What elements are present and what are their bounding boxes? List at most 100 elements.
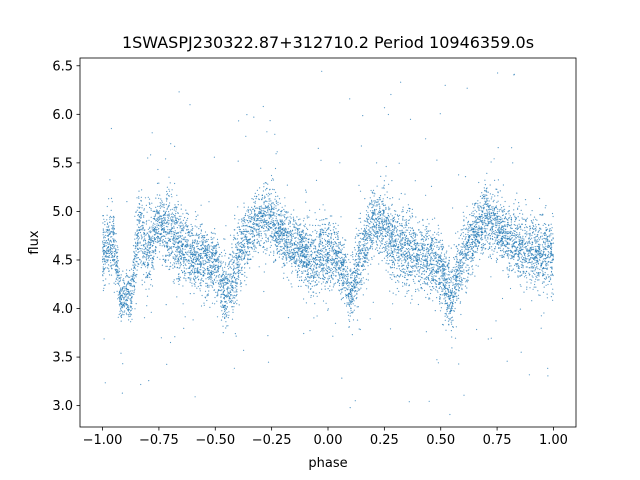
data-points xyxy=(102,70,555,416)
data-point xyxy=(172,256,174,258)
data-point xyxy=(479,241,481,244)
data-point xyxy=(505,244,507,246)
data-point xyxy=(291,244,293,246)
data-point xyxy=(355,236,357,238)
data-point xyxy=(406,290,408,292)
data-point xyxy=(299,231,301,233)
data-point xyxy=(424,229,426,231)
data-point xyxy=(424,277,427,279)
data-point xyxy=(143,273,145,276)
data-point xyxy=(298,268,300,270)
data-point xyxy=(500,230,502,233)
data-point xyxy=(376,162,378,164)
data-point xyxy=(513,233,516,235)
data-point xyxy=(425,233,427,235)
data-point xyxy=(473,256,475,259)
data-point xyxy=(290,233,292,235)
data-point xyxy=(241,243,243,245)
data-point xyxy=(525,220,527,223)
data-point xyxy=(283,243,285,245)
data-point xyxy=(347,275,349,277)
data-point xyxy=(535,227,537,230)
data-point xyxy=(488,233,490,235)
data-point xyxy=(287,216,289,218)
data-point xyxy=(427,284,429,286)
data-point xyxy=(136,230,138,232)
data-point xyxy=(133,272,135,274)
data-point xyxy=(489,232,491,235)
data-point xyxy=(232,297,234,299)
data-point xyxy=(159,218,161,221)
data-point xyxy=(390,246,392,248)
data-point xyxy=(534,262,536,264)
data-point xyxy=(444,266,447,268)
data-point xyxy=(180,253,183,255)
data-point xyxy=(499,190,501,192)
data-point xyxy=(466,254,469,256)
data-point xyxy=(489,214,491,216)
data-point xyxy=(302,272,304,274)
data-point xyxy=(510,221,512,223)
data-point xyxy=(391,252,393,255)
data-point xyxy=(248,242,250,244)
data-point xyxy=(537,268,539,270)
data-point xyxy=(443,277,445,279)
data-point xyxy=(367,273,369,275)
data-point xyxy=(319,264,321,266)
data-point xyxy=(286,212,288,214)
data-point xyxy=(285,211,287,213)
data-point xyxy=(411,247,413,249)
data-point xyxy=(422,224,424,226)
data-point xyxy=(332,270,334,273)
data-point xyxy=(479,195,482,197)
data-point xyxy=(420,253,422,256)
data-point xyxy=(174,336,176,338)
data-point xyxy=(528,374,531,376)
data-point xyxy=(430,247,432,249)
data-point xyxy=(473,251,475,253)
data-point xyxy=(460,246,462,248)
data-point xyxy=(417,266,420,268)
data-point xyxy=(552,299,554,301)
data-point xyxy=(299,238,301,241)
data-point xyxy=(191,285,193,287)
data-point xyxy=(530,267,532,269)
data-point xyxy=(526,249,528,251)
data-point xyxy=(247,259,249,261)
data-point xyxy=(359,280,361,282)
data-point xyxy=(159,202,161,204)
data-point xyxy=(199,226,201,228)
data-point xyxy=(445,314,447,316)
data-point xyxy=(466,205,468,207)
data-point xyxy=(161,235,163,238)
data-point xyxy=(179,236,181,238)
data-point xyxy=(231,294,233,296)
data-point xyxy=(236,278,238,280)
data-point xyxy=(328,248,330,250)
data-point xyxy=(489,193,491,195)
data-point xyxy=(145,223,147,225)
data-point xyxy=(179,249,181,251)
data-point xyxy=(257,240,259,242)
data-point xyxy=(260,205,262,207)
data-point xyxy=(437,260,439,262)
data-point xyxy=(118,270,120,272)
data-point xyxy=(114,261,116,263)
data-point xyxy=(312,295,315,297)
data-point xyxy=(139,220,141,222)
data-point xyxy=(441,273,443,275)
data-point xyxy=(241,269,243,272)
data-point xyxy=(250,233,252,235)
data-point xyxy=(136,235,139,237)
data-point xyxy=(191,249,193,251)
data-point xyxy=(233,291,235,293)
data-point xyxy=(522,237,524,239)
data-point xyxy=(391,215,393,217)
data-point xyxy=(120,306,122,308)
data-point xyxy=(106,214,108,216)
data-point xyxy=(103,244,106,246)
data-point xyxy=(330,262,332,264)
data-point xyxy=(256,189,258,191)
data-point xyxy=(204,297,207,299)
data-point xyxy=(382,237,384,240)
